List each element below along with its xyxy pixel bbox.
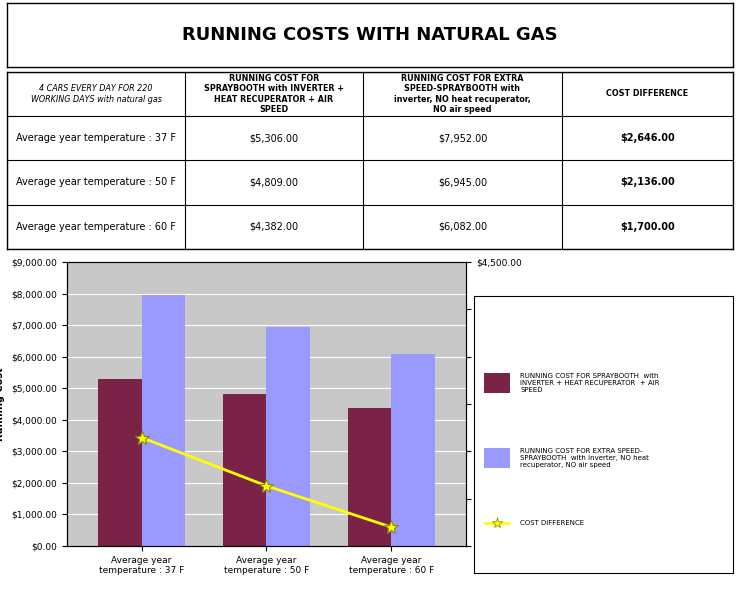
Text: $1,700.00: $1,700.00 <box>620 222 675 232</box>
Text: RUNNING COST FOR SPRAYBOOTH  with
INVERTER + HEAT RECUPERATOR  + AIR
SPEED: RUNNING COST FOR SPRAYBOOTH with INVERTE… <box>520 373 660 393</box>
Bar <box>223 394 266 546</box>
Text: $2,136.00: $2,136.00 <box>620 178 675 187</box>
Text: Average year temperature : 50 F: Average year temperature : 50 F <box>16 178 176 187</box>
Bar <box>98 378 141 546</box>
Text: $2,646.00: $2,646.00 <box>620 133 675 143</box>
Bar <box>391 354 435 546</box>
COST DIFFERENCE <box>262 482 271 489</box>
Bar <box>348 408 391 546</box>
Y-axis label: Running Cost: Running Cost <box>0 367 5 441</box>
Text: $5,306.00: $5,306.00 <box>249 133 298 143</box>
Text: $4,809.00: $4,809.00 <box>249 178 298 187</box>
COST DIFFERENCE <box>387 523 396 530</box>
Text: RUNNING COSTS WITH NATURAL GAS: RUNNING COSTS WITH NATURAL GAS <box>182 26 558 44</box>
Line: COST DIFFERENCE: COST DIFFERENCE <box>135 430 398 534</box>
Text: $4,382.00: $4,382.00 <box>249 222 298 232</box>
Text: $7,952.00: $7,952.00 <box>438 133 487 143</box>
Text: RUNNING COST FOR EXTRA
SPEED-SPRAYBOOTH with
inverter, NO heat recuperator,
NO a: RUNNING COST FOR EXTRA SPEED-SPRAYBOOTH … <box>394 74 531 114</box>
Text: 4 CARS EVERY DAY FOR 220
WORKING DAYS with natural gas: 4 CARS EVERY DAY FOR 220 WORKING DAYS wi… <box>31 84 161 104</box>
Y-axis label: COST DIFFERENCE: COST DIFFERENCE <box>528 354 537 454</box>
COST DIFFERENCE <box>137 434 146 441</box>
Text: $6,945.00: $6,945.00 <box>438 178 487 187</box>
Text: RUNNING COST FOR EXTRA SPEED-
SPRAYBOOTH  with inverter, NO heat
recuperator, NO: RUNNING COST FOR EXTRA SPEED- SPRAYBOOTH… <box>520 448 649 468</box>
Text: COST DIFFERENCE: COST DIFFERENCE <box>520 520 585 526</box>
Bar <box>141 295 185 546</box>
Text: $6,082.00: $6,082.00 <box>438 222 487 232</box>
Bar <box>266 327 310 546</box>
Bar <box>484 374 510 393</box>
Bar <box>484 448 510 468</box>
Text: Average year temperature : 37 F: Average year temperature : 37 F <box>16 133 176 143</box>
Text: Average year temperature : 60 F: Average year temperature : 60 F <box>16 222 176 232</box>
Text: COST DIFFERENCE: COST DIFFERENCE <box>606 89 688 98</box>
Text: RUNNING COST FOR
SPRAYBOOTH with INVERTER +
HEAT RECUPERATOR + AIR
SPEED: RUNNING COST FOR SPRAYBOOTH with INVERTE… <box>204 74 344 114</box>
